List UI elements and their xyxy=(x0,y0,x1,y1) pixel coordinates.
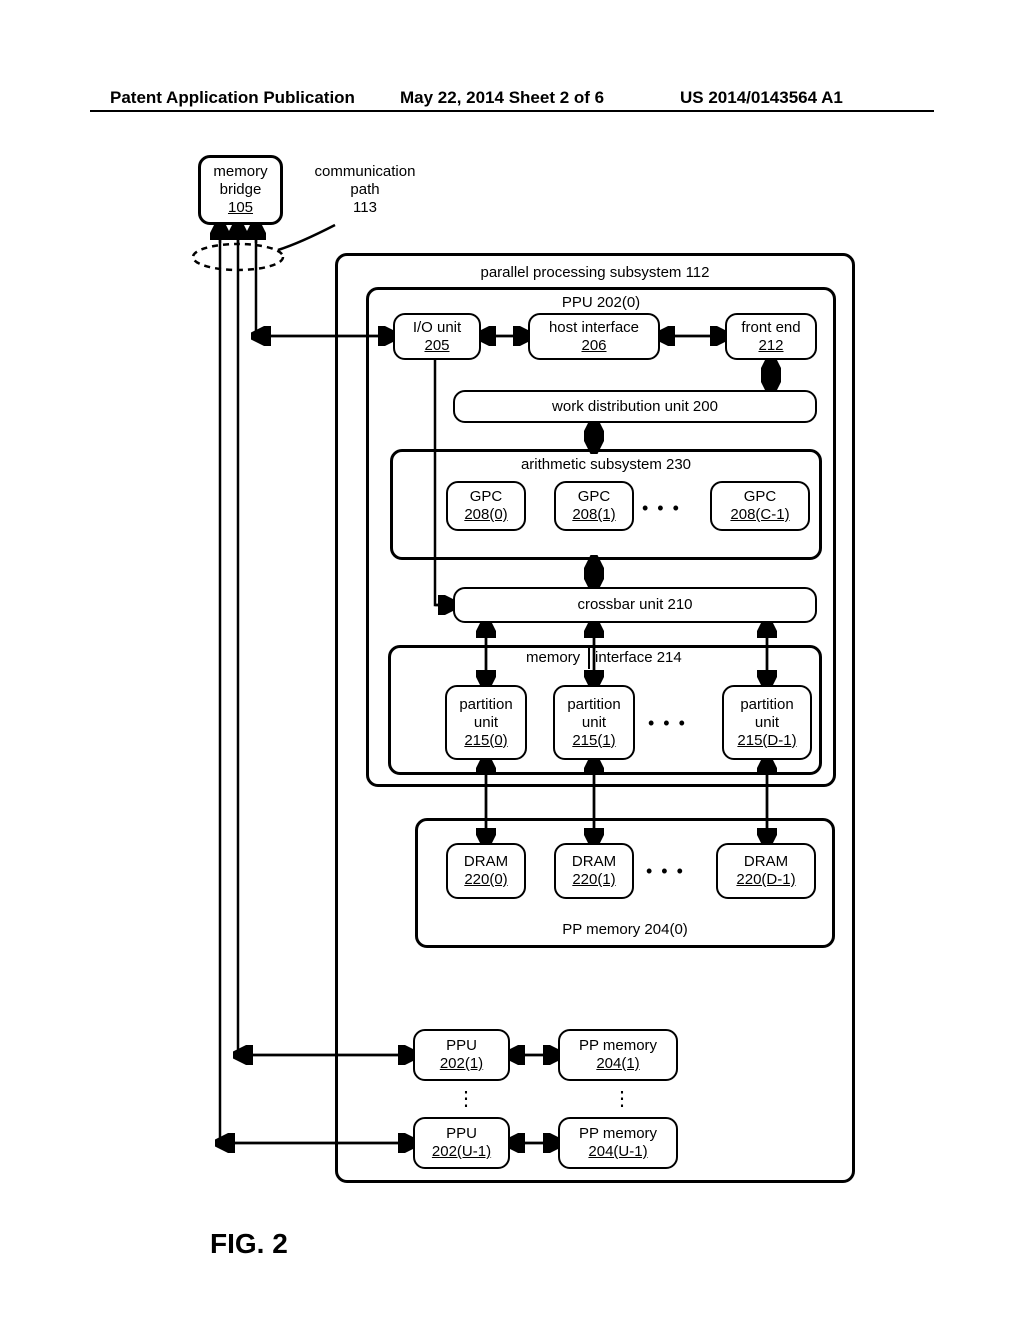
dramN-box: DRAM 220(D-1) xyxy=(716,843,816,899)
header-left: Patent Application Publication xyxy=(110,88,355,108)
part0-l1: partition xyxy=(459,696,512,714)
dram1-l1: DRAM xyxy=(572,853,616,871)
work-dist-box: work distribution unit 200 xyxy=(453,390,817,423)
front-end-l1: front end xyxy=(741,319,800,337)
comm-path-l2: path xyxy=(350,181,379,198)
partN-ref: 215(D-1) xyxy=(737,732,796,750)
partN-box: partition unit 215(D-1) xyxy=(722,685,812,760)
dram1-box: DRAM 220(1) xyxy=(554,843,634,899)
partN-l2: unit xyxy=(755,714,779,732)
crossbar-box: crossbar unit 210 xyxy=(453,587,817,623)
host-interface-ref: 206 xyxy=(581,337,606,355)
ppu-vdots: ⋮ xyxy=(456,1087,476,1111)
front-end-ref: 212 xyxy=(758,337,783,355)
part1-l1: partition xyxy=(567,696,620,714)
part0-box: partition unit 215(0) xyxy=(445,685,527,760)
ppmem1-l1: PP memory xyxy=(579,1037,657,1055)
io-unit-l1: I/O unit xyxy=(413,319,461,337)
ppmem0-title: PP memory 204(0) xyxy=(418,921,832,939)
block-diagram: memory bridge 105 communication path 113… xyxy=(170,155,870,1215)
ppuU-ref: 202(U-1) xyxy=(432,1143,491,1161)
comm-path-l1: communication xyxy=(315,163,416,180)
gpc-ellipsis: • • • xyxy=(642,498,681,520)
dram0-box: DRAM 220(0) xyxy=(446,843,526,899)
ppmemU-ref: 204(U-1) xyxy=(588,1143,647,1161)
ppuU-l1: PPU xyxy=(446,1125,477,1143)
gpc1-l1: GPC xyxy=(578,488,611,506)
header-center: May 22, 2014 Sheet 2 of 6 xyxy=(400,88,604,108)
gpc1-ref: 208(1) xyxy=(572,506,615,524)
io-unit-box: I/O unit 205 xyxy=(393,313,481,360)
host-interface-box: host interface 206 xyxy=(528,313,660,360)
part1-box: partition unit 215(1) xyxy=(553,685,635,760)
host-interface-l1: host interface xyxy=(549,319,639,337)
comm-path-ref: 113 xyxy=(353,199,377,216)
ppu0-title: PPU 202(0) xyxy=(369,294,833,312)
dramN-ref: 220(D-1) xyxy=(736,871,795,889)
comm-path-label: communication path 113 xyxy=(300,163,430,217)
ppu1-box: PPU 202(1) xyxy=(413,1029,510,1081)
gpc0-ref: 208(0) xyxy=(464,506,507,524)
ppmem-vdots: ⋮ xyxy=(612,1087,632,1111)
front-end-box: front end 212 xyxy=(725,313,817,360)
memif-l1: memory xyxy=(526,649,580,667)
crossbar-title: crossbar unit 210 xyxy=(577,596,692,614)
memory-bridge-ref: 105 xyxy=(228,199,253,217)
ppmem1-box: PP memory 204(1) xyxy=(558,1029,678,1081)
memif-divider xyxy=(588,645,590,669)
dramN-l1: DRAM xyxy=(744,853,788,871)
gpcN-box: GPC 208(C-1) xyxy=(710,481,810,531)
memory-bridge-l2: bridge xyxy=(220,181,262,199)
memory-bridge-l1: memory xyxy=(213,163,267,181)
gpcN-ref: 208(C-1) xyxy=(730,506,789,524)
gpc0-l1: GPC xyxy=(470,488,503,506)
memif-l2: interface 214 xyxy=(595,649,682,667)
ppu1-l1: PPU xyxy=(446,1037,477,1055)
dram0-l1: DRAM xyxy=(464,853,508,871)
part1-l2: unit xyxy=(582,714,606,732)
header-right: US 2014/0143564 A1 xyxy=(680,88,843,108)
dram-ellipsis: • • • xyxy=(646,861,685,883)
ppmem1-ref: 204(1) xyxy=(596,1055,639,1073)
part0-ref: 215(0) xyxy=(464,732,507,750)
ppmemU-l1: PP memory xyxy=(579,1125,657,1143)
ppuU-box: PPU 202(U-1) xyxy=(413,1117,510,1169)
figure-label: FIG. 2 xyxy=(210,1228,288,1260)
part1-ref: 215(1) xyxy=(572,732,615,750)
memory-bridge-box: memory bridge 105 xyxy=(198,155,283,225)
io-unit-ref: 205 xyxy=(424,337,449,355)
dram1-ref: 220(1) xyxy=(572,871,615,889)
part-ellipsis: • • • xyxy=(648,713,687,735)
partN-l1: partition xyxy=(740,696,793,714)
ppmemU-box: PP memory 204(U-1) xyxy=(558,1117,678,1169)
ppu1-ref: 202(1) xyxy=(440,1055,483,1073)
part0-l2: unit xyxy=(474,714,498,732)
dram0-ref: 220(0) xyxy=(464,871,507,889)
work-dist-title: work distribution unit 200 xyxy=(552,398,718,416)
arith-title: arithmetic subsystem 230 xyxy=(393,456,819,474)
gpcN-l1: GPC xyxy=(744,488,777,506)
gpc1-box: GPC 208(1) xyxy=(554,481,634,531)
gpc0-box: GPC 208(0) xyxy=(446,481,526,531)
header-rule xyxy=(90,110,934,112)
